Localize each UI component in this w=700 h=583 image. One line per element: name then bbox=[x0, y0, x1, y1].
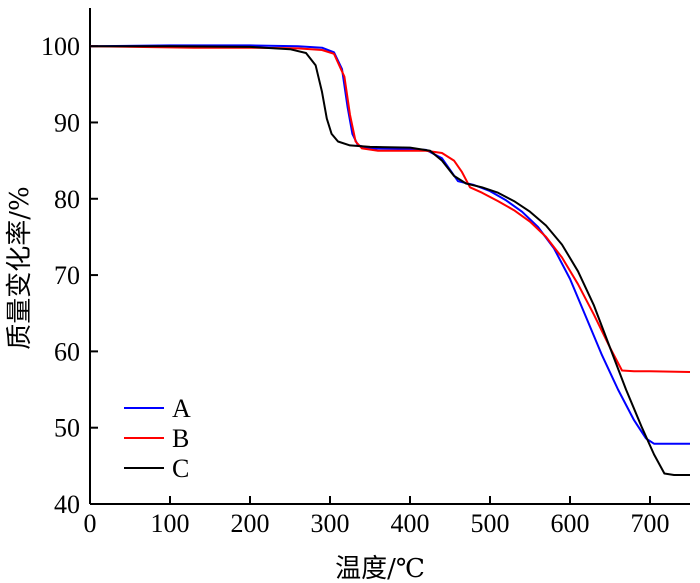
y-tick-label: 90 bbox=[54, 108, 80, 137]
y-tick-label: 100 bbox=[41, 32, 80, 61]
legend-label-c: C bbox=[172, 454, 189, 483]
y-tick-label: 50 bbox=[54, 414, 80, 443]
x-tick-label: 200 bbox=[231, 509, 270, 538]
series-line-c bbox=[90, 45, 690, 476]
series-lines bbox=[89, 44, 691, 476]
y-tick-label: 60 bbox=[54, 337, 80, 366]
plot-frame bbox=[89, 8, 690, 505]
x-tick-label: 0 bbox=[84, 509, 97, 538]
legend: ABC bbox=[124, 394, 191, 483]
x-tick-label: 600 bbox=[551, 509, 590, 538]
y-tick-label: 80 bbox=[54, 185, 80, 214]
x-tick-label: 700 bbox=[631, 509, 670, 538]
x-tick-label: 100 bbox=[151, 509, 190, 538]
y-tick-label: 40 bbox=[54, 490, 80, 519]
series-line-a bbox=[89, 44, 690, 445]
x-tick-label: 400 bbox=[391, 509, 430, 538]
x-tick-label: 300 bbox=[311, 509, 350, 538]
legend-label-b: B bbox=[172, 424, 189, 453]
y-tick-label: 70 bbox=[54, 261, 80, 290]
y-axis-title: 质量变化率/% bbox=[5, 186, 35, 349]
x-axis-title: 温度/℃ bbox=[335, 554, 425, 583]
axis-ticks: 0 100 200 300 400 500 600 700 40 50 60 70 80 90 100 bbox=[41, 32, 670, 538]
series-line-b bbox=[89, 45, 691, 373]
x-tick-label: 500 bbox=[471, 509, 510, 538]
legend-label-a: A bbox=[172, 394, 191, 423]
